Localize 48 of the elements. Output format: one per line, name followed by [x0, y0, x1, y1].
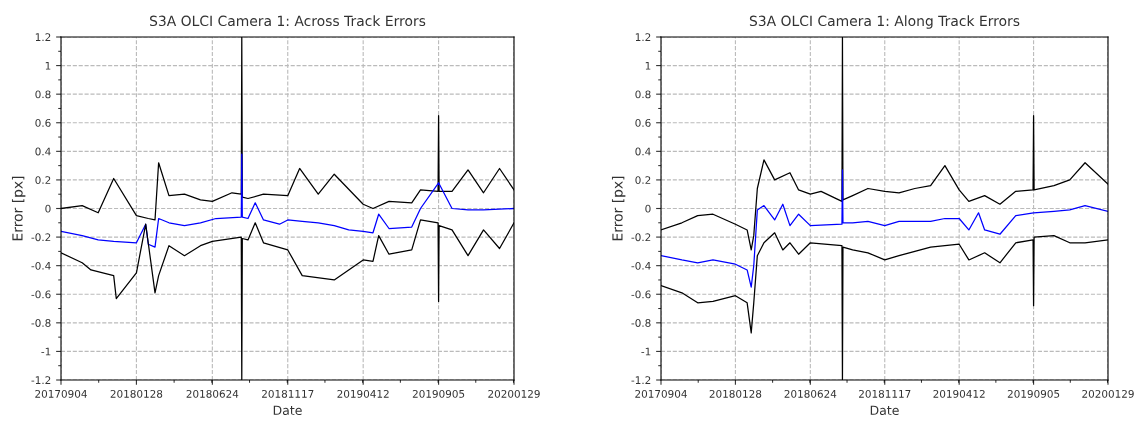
- y-tick-label: 0.2: [635, 176, 651, 185]
- y-tick-label: 1: [645, 61, 651, 70]
- y-tick-label: 0.4: [35, 147, 51, 156]
- x-tick-label: 20170904: [35, 389, 87, 398]
- y-tick-label: 0.6: [635, 118, 651, 127]
- y-tick-label: -0.6: [631, 290, 651, 299]
- y-tick-label: 0.2: [35, 176, 51, 185]
- y-tick-label: -0.8: [31, 319, 51, 327]
- chart-title: S3A OLCI Camera 1: Across Track Errors: [150, 15, 426, 27]
- y-tick-label: -0.8: [631, 319, 651, 327]
- y-tick-label: -1: [641, 347, 651, 356]
- line-series: [61, 153, 514, 248]
- x-tick-label: 20190905: [1007, 389, 1060, 398]
- y-tick-label: -0.6: [31, 290, 51, 299]
- x-tick-label: 20180624: [186, 389, 239, 398]
- x-tick-label: 20200129: [1082, 389, 1134, 398]
- y-axis-title: Error [px]: [611, 176, 626, 241]
- y-tick-label: 0.6: [35, 118, 51, 127]
- x-tick-label: 20200129: [488, 389, 540, 398]
- y-tick-label: 1: [45, 61, 51, 70]
- line-series: [661, 169, 1108, 288]
- x-tick-label: 20181117: [262, 389, 314, 398]
- y-tick-label: 0.8: [35, 90, 51, 99]
- y-tick-label: 0.4: [635, 147, 651, 156]
- y-tick-label: -0.2: [31, 233, 51, 242]
- y-tick-label: -1.2: [631, 376, 651, 384]
- x-tick-label: 20170904: [635, 389, 687, 398]
- x-tick-label: 20190905: [412, 389, 465, 398]
- x-tick-label: 20180128: [110, 389, 163, 398]
- x-tick-label: 20180624: [784, 389, 837, 398]
- y-tick-label: 0: [645, 204, 651, 213]
- y-tick-label: -1: [41, 347, 51, 356]
- y-tick-label: 0: [45, 204, 51, 213]
- x-tick-label: 20181117: [859, 389, 911, 398]
- x-tick-label: 20180128: [709, 389, 762, 398]
- x-tick-label: 20190412: [933, 389, 985, 398]
- y-axis-title: Error [px]: [11, 176, 26, 241]
- x-tick-label: 20190412: [337, 389, 389, 398]
- chart-title: S3A OLCI Camera 1: Along Track Errors: [749, 15, 1020, 29]
- y-tick-label: 1.2: [35, 33, 51, 41]
- y-tick-label: 0.8: [635, 90, 651, 99]
- y-tick-label: -0.4: [631, 261, 651, 270]
- y-tick-label: -1.2: [31, 376, 51, 384]
- x-axis-title: Date: [273, 405, 302, 416]
- x-axis-title: Date: [870, 405, 899, 416]
- y-tick-label: 1.2: [635, 33, 651, 41]
- y-tick-label: -0.4: [31, 261, 51, 270]
- y-tick-label: -0.2: [631, 233, 651, 242]
